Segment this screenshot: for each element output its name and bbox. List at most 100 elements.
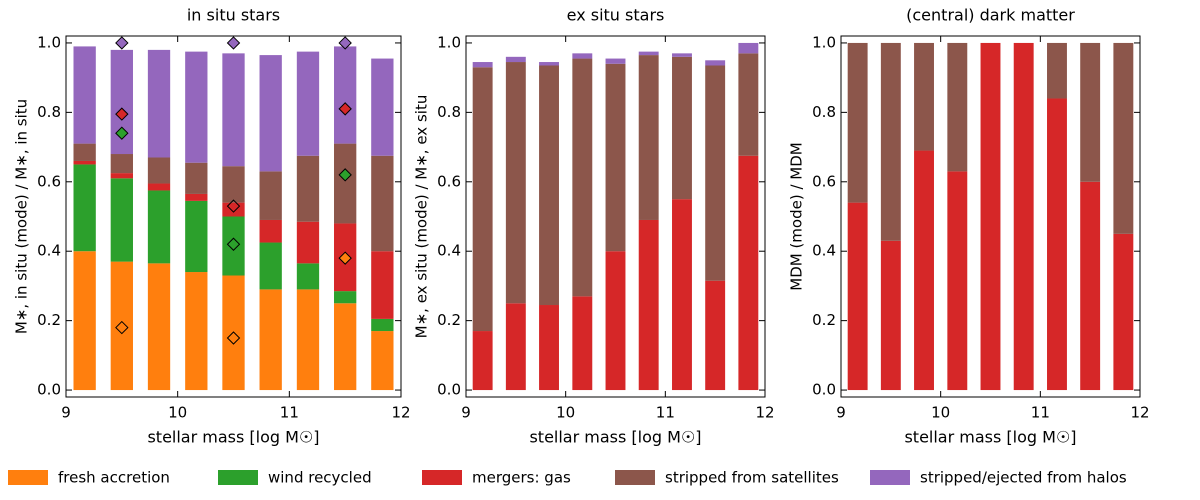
bar-segment <box>539 65 559 306</box>
bar-segment <box>110 178 133 262</box>
bar-segment <box>638 55 659 220</box>
bar-segment <box>572 58 593 297</box>
bar-segment <box>505 62 526 304</box>
bar-segment <box>110 49 133 155</box>
legend-swatch <box>422 470 462 485</box>
legend-swatch <box>8 470 48 485</box>
bar-segment <box>185 193 208 201</box>
bar-segment <box>947 171 968 391</box>
y-tick-label: 1.0 <box>37 33 61 51</box>
bar-segment <box>738 42 759 54</box>
bar-segment <box>222 275 245 391</box>
bar-segment <box>296 289 320 391</box>
bar-segment <box>296 155 320 222</box>
bar-segment <box>1113 42 1134 234</box>
y-axis-label: M∗, ex situ (mode) / M∗, ex situ <box>413 95 431 339</box>
bar-segment <box>73 143 96 161</box>
y-tick-label: 1.0 <box>437 33 461 51</box>
bar-segment <box>296 263 320 290</box>
diamond-marker <box>115 126 129 140</box>
bar-segment <box>672 56 692 200</box>
bar-segment <box>705 60 726 66</box>
diamond-marker <box>338 36 352 50</box>
legend-swatch <box>615 470 655 485</box>
bar-segment <box>147 190 171 264</box>
bar-segment <box>1047 98 1067 391</box>
bar-segment <box>539 305 559 391</box>
bar-segment <box>672 53 692 57</box>
bar-segment <box>110 154 133 174</box>
bar-segment <box>638 51 659 56</box>
x-tick-label: 12 <box>755 404 774 422</box>
diamond-marker <box>338 251 352 265</box>
y-tick-label: 0.8 <box>437 103 461 121</box>
legend-label: wind recycled <box>268 469 372 487</box>
bar-segment <box>222 216 245 276</box>
bar-segment <box>505 303 526 391</box>
x-tick-label: 12 <box>391 404 410 422</box>
bar-segment <box>259 289 282 391</box>
axes-frame <box>65 35 402 398</box>
x-tick-label: 11 <box>1031 404 1050 422</box>
bar-segment <box>980 42 1001 391</box>
bar-segment <box>1080 181 1101 391</box>
diamond-marker <box>115 107 129 121</box>
bar-segment <box>334 46 357 144</box>
bar-segment <box>73 164 96 252</box>
legend-swatch <box>218 470 258 485</box>
axes-frame <box>465 35 766 398</box>
diamond-marker <box>226 199 241 213</box>
x-axis-label: stellar mass [log M☉] <box>904 428 1076 447</box>
bar-segment <box>880 42 901 241</box>
bar-segment <box>472 62 493 68</box>
bar-segment <box>638 219 659 391</box>
bar-segment <box>947 42 968 172</box>
bar-segment <box>1047 42 1067 99</box>
panel-title: in situ stars <box>187 6 280 25</box>
x-tick-label: 11 <box>656 404 675 422</box>
bar-segment <box>1080 42 1101 182</box>
bar-segment <box>185 272 208 391</box>
bar-segment <box>185 162 208 194</box>
bar-segment <box>539 62 559 66</box>
diamond-marker <box>226 331 241 345</box>
x-tick-label: 9 <box>61 404 71 422</box>
y-tick-label: 0.0 <box>812 381 836 399</box>
y-tick-label: 0.6 <box>437 172 461 190</box>
diamond-marker <box>338 168 352 182</box>
diamond-marker <box>226 36 241 50</box>
legend-label: stripped from satellites <box>665 469 839 487</box>
bar-segment <box>880 240 901 391</box>
y-tick-label: 0.0 <box>437 381 461 399</box>
bar-segment <box>472 331 493 391</box>
legend-label: mergers: gas <box>472 469 571 487</box>
diamond-marker <box>338 102 352 116</box>
bar-segment <box>371 331 394 391</box>
bar-segment <box>147 157 171 184</box>
bar-segment <box>73 160 96 165</box>
y-tick-label: 0.2 <box>37 311 61 329</box>
y-tick-label: 0.6 <box>812 172 836 190</box>
bar-segment <box>185 51 208 163</box>
bar-segment <box>914 150 934 391</box>
bar-segment <box>672 199 692 391</box>
bar-segment <box>605 63 626 252</box>
bar-segment <box>705 280 726 391</box>
y-axis-label: M∗, in situ (mode) / M∗, in situ <box>13 99 31 334</box>
y-tick-label: 0.4 <box>437 242 461 260</box>
y-tick-label: 0.8 <box>37 103 61 121</box>
diamond-marker <box>226 237 241 251</box>
bar-segment <box>259 171 282 220</box>
bar-segment <box>259 219 282 243</box>
bar-segment <box>73 46 96 144</box>
bar-segment <box>222 202 245 217</box>
bar-segment <box>847 42 868 203</box>
axes-frame <box>840 35 1141 398</box>
bar-segment <box>738 155 759 391</box>
x-tick-label: 10 <box>556 404 575 422</box>
panel-title: (central) dark matter <box>906 6 1075 25</box>
bar-segment <box>572 53 593 59</box>
diamond-marker <box>115 36 129 50</box>
x-tick-label: 11 <box>280 404 299 422</box>
